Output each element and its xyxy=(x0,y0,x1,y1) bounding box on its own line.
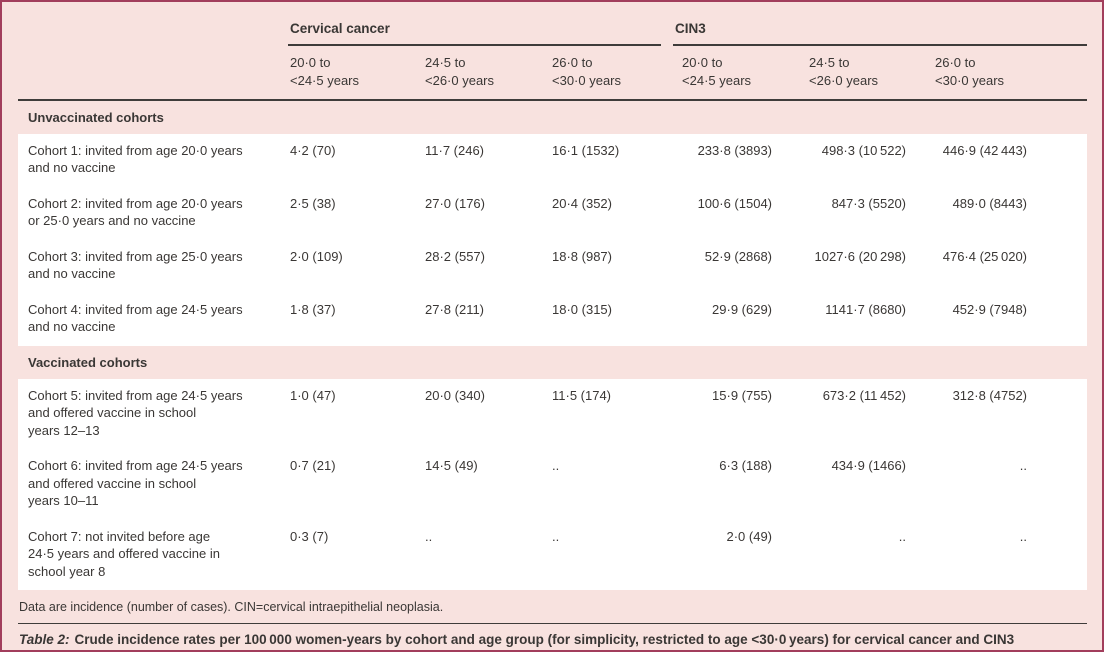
value-cell: .. xyxy=(1019,528,1028,544)
value-cell: 1027·6 (20 298) xyxy=(814,248,907,264)
cohort-row-3: Cohort 3: invited from age 25·0 years an… xyxy=(18,239,1088,293)
cohort-label: Cohort 3: invited from age 25·0 years an… xyxy=(28,248,243,282)
cohort-label: Cohort 5: invited from age 24·5 years an… xyxy=(28,387,243,438)
value-cell: .. xyxy=(898,528,907,544)
value-cell: 4·2 (70) xyxy=(290,142,336,158)
cohort-label: Cohort 1: invited from age 20·0 years an… xyxy=(28,142,243,176)
value-cell: .. xyxy=(552,528,560,544)
age-header-cin3-20-245: 20·0 to <24·5 years xyxy=(673,46,801,102)
value-cell: 18·0 (315) xyxy=(552,301,612,317)
age-header-cin3-245-26: 24·5 to <26·0 years xyxy=(800,46,927,102)
value-cell: 1·8 (37) xyxy=(290,301,336,317)
section-header-vaccinated: Vaccinated cohorts xyxy=(28,355,148,371)
value-cell: 28·2 (557) xyxy=(425,248,485,264)
cohort-row-4: Cohort 4: invited from age 24·5 years an… xyxy=(18,292,1088,347)
age-header-row: 20·0 to <24·5 years 24·5 to <26·0 years … xyxy=(18,46,1088,102)
cohort-row-2: Cohort 2: invited from age 20·0 years or… xyxy=(18,186,1088,240)
value-cell: 312·8 (4752) xyxy=(952,387,1028,403)
value-cell: .. xyxy=(425,528,433,544)
value-cell: .. xyxy=(1019,458,1028,474)
value-cell: 446·9 (42 443) xyxy=(942,142,1028,158)
value-cell: 20·4 (352) xyxy=(552,195,612,211)
cohort-row-5: Cohort 5: invited from age 24·5 years an… xyxy=(18,378,1088,450)
value-cell: 2·0 (49) xyxy=(726,528,773,544)
value-cell: 27·8 (211) xyxy=(425,301,485,317)
value-cell: 18·8 (987) xyxy=(552,248,612,264)
section-header-unvaccinated: Unvaccinated cohorts xyxy=(28,110,164,126)
caption-label: Table 2: xyxy=(19,632,70,648)
group-header-cervical-cancer: Cervical cancer xyxy=(288,14,673,46)
value-cell: 434·9 (1466) xyxy=(831,458,907,474)
age-header-cin3-26-30: 26·0 to <30·0 years xyxy=(926,46,1088,102)
spacer-cell xyxy=(18,14,288,46)
cohort-row-6: Cohort 6: invited from age 24·5 years an… xyxy=(18,449,1088,520)
value-cell: 11·7 (246) xyxy=(425,142,485,158)
value-cell: 498·3 (10 522) xyxy=(821,142,907,158)
value-cell: 847·3 (5520) xyxy=(831,195,907,211)
group-header-row: Cervical cancer CIN3 xyxy=(18,14,1088,46)
group-header-cin3: CIN3 xyxy=(673,14,1088,46)
value-cell: 1·0 (47) xyxy=(290,387,336,403)
value-cell: .. xyxy=(552,458,560,474)
value-cell: 29·9 (629) xyxy=(712,301,773,317)
value-cell: 27·0 (176) xyxy=(425,195,485,211)
table-caption: Table 2: Crude incidence rates per 100 00… xyxy=(18,623,1087,647)
value-cell: 100·6 (1504) xyxy=(697,195,773,211)
value-cell: 673·2 (11 452) xyxy=(822,387,907,403)
value-cell: 6·3 (188) xyxy=(719,458,773,474)
cohort-row-7: Cohort 7: not invited before age 24·5 ye… xyxy=(18,519,1088,591)
age-header-cc-20-245: 20·0 to <24·5 years xyxy=(288,46,423,102)
table-footnote: Data are incidence (number of cases). CI… xyxy=(19,600,444,615)
value-cell: 2·5 (38) xyxy=(290,195,336,211)
spacer-cell xyxy=(18,46,288,102)
value-cell: 20·0 (340) xyxy=(425,387,485,403)
value-cell: 1141·7 (8680) xyxy=(825,301,907,317)
value-cell: 452·9 (7948) xyxy=(952,301,1028,317)
age-header-cc-245-26: 24·5 to <26·0 years xyxy=(423,46,550,102)
value-cell: 14·5 (49) xyxy=(425,458,478,474)
cohort-label: Cohort 6: invited from age 24·5 years an… xyxy=(28,458,243,509)
cohort-row-1: Cohort 1: invited from age 20·0 years an… xyxy=(18,133,1088,187)
incidence-table: Cervical cancer CIN3 20·0 to <24·5 years… xyxy=(18,14,1088,591)
value-cell: 233·8 (3893) xyxy=(697,142,773,158)
cohort-label: Cohort 2: invited from age 20·0 years or… xyxy=(28,195,243,229)
value-cell: 11·5 (174) xyxy=(552,387,612,403)
value-cell: 0·3 (7) xyxy=(290,528,329,544)
cohort-label: Cohort 4: invited from age 24·5 years an… xyxy=(28,301,243,335)
age-header-cc-26-30: 26·0 to <30·0 years xyxy=(550,46,674,102)
value-cell: 2·0 (109) xyxy=(290,248,343,264)
value-cell: 15·9 (755) xyxy=(712,387,773,403)
caption-text: Crude incidence rates per 100 000 women-… xyxy=(74,632,1015,648)
value-cell: 52·9 (2868) xyxy=(704,248,773,264)
value-cell: 0·7 (21) xyxy=(290,458,336,474)
value-cell: 476·4 (25 020) xyxy=(942,248,1028,264)
value-cell: 489·0 (8443) xyxy=(952,195,1028,211)
value-cell: 16·1 (1532) xyxy=(552,142,620,158)
cohort-label: Cohort 7: not invited before age 24·5 ye… xyxy=(28,528,220,579)
